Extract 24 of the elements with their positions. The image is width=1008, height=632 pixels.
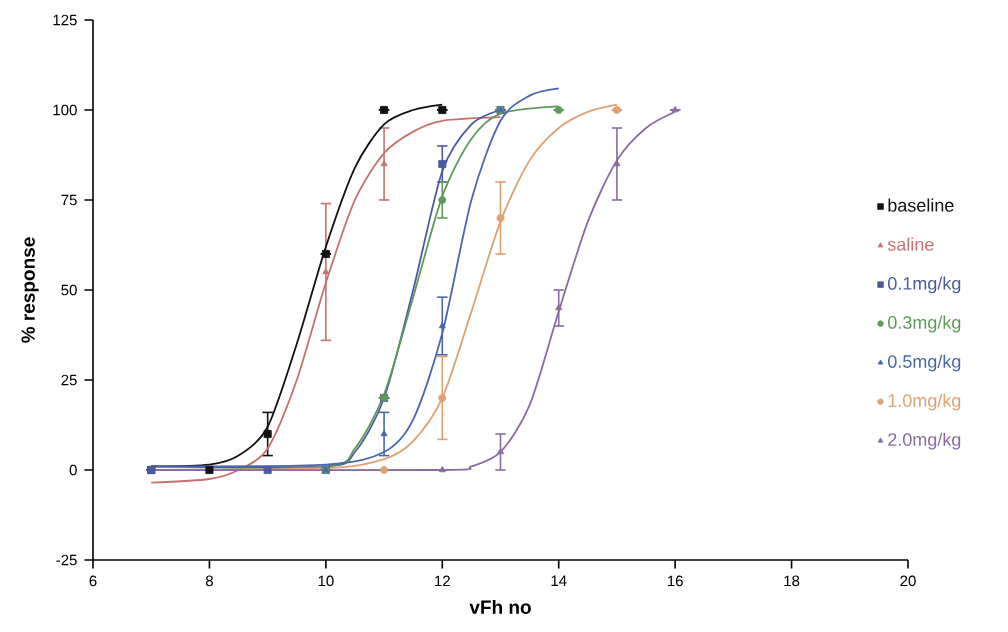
legend-label: 0.3mg/kg (888, 315, 961, 333)
y-tick-label: 25 (61, 374, 77, 386)
x-tick-label: 12 (435, 575, 450, 587)
legend-label: 2.0mg/kg (888, 432, 961, 450)
x-tick-label: 18 (784, 575, 800, 587)
x-tick-label: 20 (900, 575, 916, 587)
y-tick-label: -25 (56, 554, 77, 566)
legend-label: 0.1mg/kg (888, 276, 961, 294)
legend-label: 1.0mg/kg (888, 393, 961, 411)
x-tick-label: 10 (318, 575, 334, 587)
x-tick-label: 16 (667, 575, 683, 587)
y-tick-label: 50 (61, 284, 77, 296)
x-axis-title: vFh no (469, 599, 531, 614)
x-tick-label: 8 (205, 575, 213, 587)
y-tick-label: 100 (53, 104, 77, 116)
x-tick-label: 6 (89, 575, 97, 587)
legend-label: saline (887, 237, 934, 251)
y-axis-title: % response (21, 237, 39, 343)
y-tick-label: 125 (53, 14, 77, 26)
legend-label: baseline (888, 198, 954, 212)
legend-label: 0.5mg/kg (888, 354, 961, 372)
y-tick-label: 75 (61, 194, 77, 206)
x-tick-label: 14 (551, 575, 567, 586)
y-tick-label: 0 (69, 464, 77, 476)
